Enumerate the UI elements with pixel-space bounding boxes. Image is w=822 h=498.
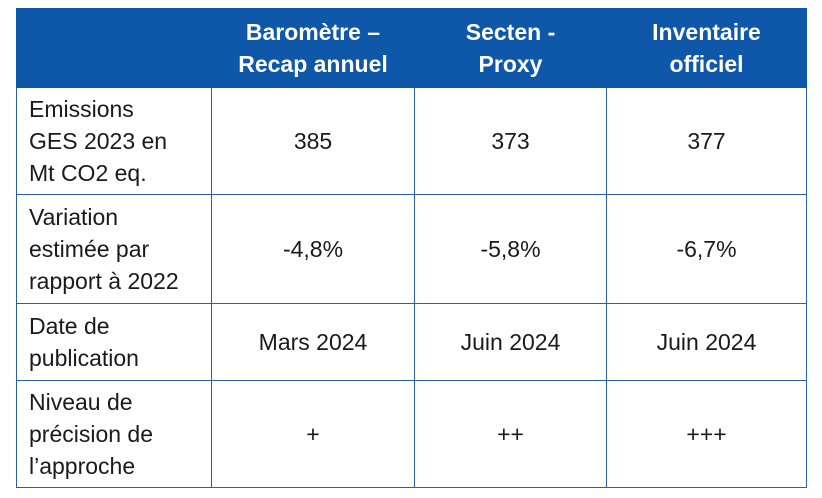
header-inventaire: Inventaire officiel [606,8,807,88]
header-empty-cell [16,8,212,88]
table-row-variation: Variation estimée par rapport à 2022 -4,… [16,194,807,304]
cell-secten: Juin 2024 [414,303,607,381]
cell-inventaire: Juin 2024 [606,303,807,381]
row-label-line: Date de [29,313,110,339]
table-row-precision: Niveau de précision de l’approche + ++ +… [16,380,807,488]
cell-barometre: Mars 2024 [211,303,415,381]
header-secten-line-1: Secten - [465,19,556,45]
row-label: Date de publication [16,303,212,381]
row-label-line: publication [29,345,139,371]
row-label-line: Variation [29,204,119,230]
row-label-line: estimée par [29,236,150,262]
row-label-line: Emissions [29,96,134,122]
cell-barometre: + [211,380,415,488]
row-label-line: précision de [29,421,154,447]
row-label-line: l’approche [29,453,136,479]
row-label: Niveau de précision de l’approche [16,380,212,488]
header-barometre-line-2: Recap annuel [238,51,388,77]
cell-secten: 373 [414,87,607,195]
row-label-line: Mt CO2 eq. [29,160,147,186]
header-inventaire-line-1: Inventaire [652,19,761,45]
row-label-line: Niveau de [29,389,133,415]
cell-inventaire: -6,7% [606,194,807,304]
header-secten-line-2: Proxy [478,51,543,77]
cell-barometre: 385 [211,87,415,195]
row-label-line: GES 2023 en [29,128,168,154]
cell-secten: ++ [414,380,607,488]
row-label-line: rapport à 2022 [29,268,179,294]
header-barometre-line-1: Baromètre – [245,19,381,45]
table-row-emissions: Emissions GES 2023 en Mt CO2 eq. 385 373… [16,87,807,195]
cell-barometre: -4,8% [211,194,415,304]
row-label: Variation estimée par rapport à 2022 [16,194,212,304]
header-secten: Secten - Proxy [414,8,607,88]
row-label: Emissions GES 2023 en Mt CO2 eq. [16,87,212,195]
header-inventaire-line-2: officiel [669,51,744,77]
header-barometre: Baromètre – Recap annuel [211,8,415,88]
cell-inventaire: 377 [606,87,807,195]
cell-inventaire: +++ [606,380,807,488]
cell-secten: -5,8% [414,194,607,304]
comparison-table: Baromètre – Recap annuel Secten - Proxy … [16,8,807,488]
header-row: Baromètre – Recap annuel Secten - Proxy … [16,8,807,88]
table-row-date: Date de publication Mars 2024 Juin 2024 … [16,303,807,381]
